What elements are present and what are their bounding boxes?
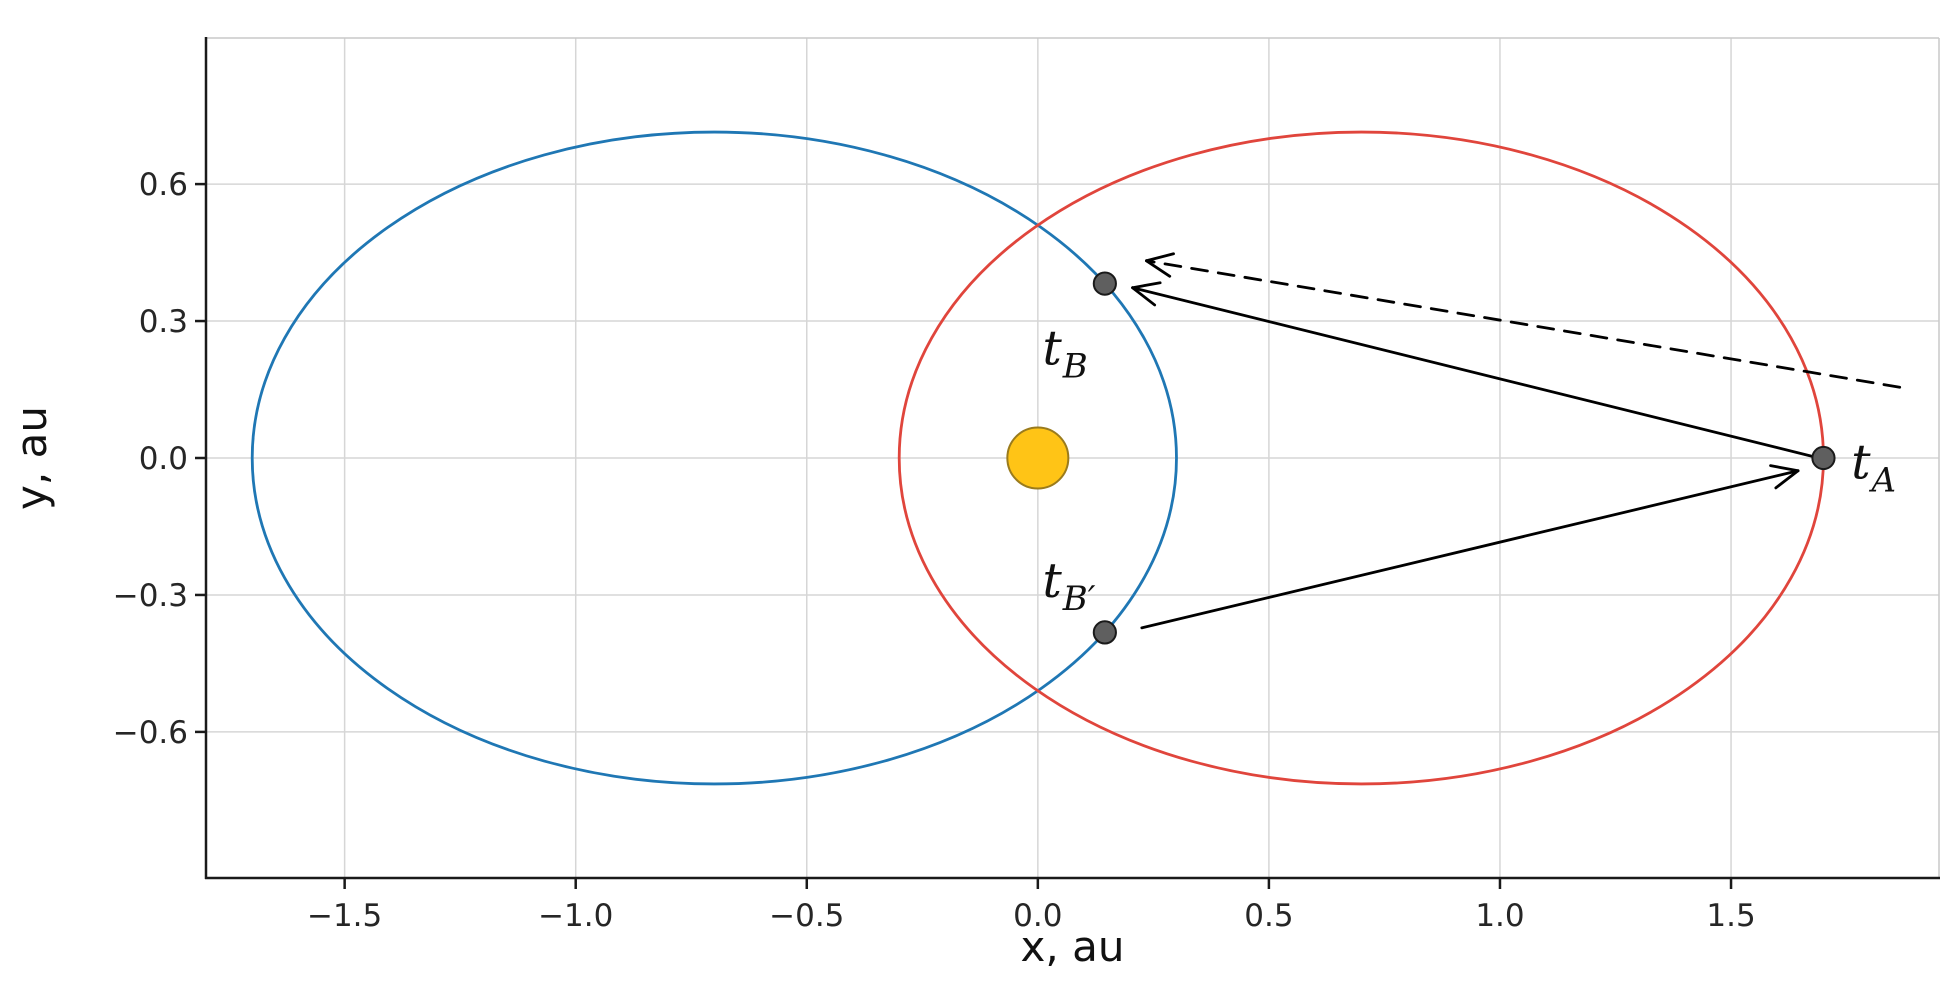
point-tBprime xyxy=(1092,620,1117,645)
label-tBprime: tB′ xyxy=(1042,553,1095,619)
label-tA: tA xyxy=(1851,435,1896,501)
arrowhead-stroke xyxy=(1145,252,1175,263)
x-axis-label: x, au xyxy=(1021,922,1125,971)
label-tB: tB xyxy=(1042,320,1087,386)
x-tick-label: 1.5 xyxy=(1706,898,1755,934)
arrow-line-solid xyxy=(1131,286,1821,460)
y-tick-label: −0.6 xyxy=(113,715,188,751)
y-tick-label: 0.3 xyxy=(139,304,188,340)
point-tB xyxy=(1092,271,1117,296)
label-subscript-tA: A xyxy=(1868,461,1896,501)
arrowhead-stroke xyxy=(1131,281,1162,290)
x-tick-label: −1.5 xyxy=(307,898,382,934)
x-tick-label: 0.5 xyxy=(1244,898,1293,934)
x-tick-label: −1.0 xyxy=(538,898,613,934)
y-tick-label: 0.6 xyxy=(139,167,188,203)
y-axis-label: y, au xyxy=(7,406,56,510)
arrow-line-solid xyxy=(1140,469,1800,630)
arrow-dashed-to-tB xyxy=(1145,252,1902,389)
label-subscript-tB: B xyxy=(1062,346,1088,386)
point-tA xyxy=(1811,445,1836,471)
x-tick-label: −0.5 xyxy=(769,898,844,934)
arrow-solid-tA-to-tB xyxy=(1131,281,1821,460)
arrow-line-dashed xyxy=(1145,259,1902,389)
orbit-blue-ellipse xyxy=(250,130,1178,786)
arrowhead-stroke xyxy=(1131,286,1157,307)
arrowhead-stroke xyxy=(1145,259,1172,278)
arrowhead-stroke xyxy=(1774,469,1800,490)
x-tick-label: 0.0 xyxy=(1013,898,1062,934)
label-subscript-tBprime: B′ xyxy=(1062,579,1096,619)
arrowhead-stroke xyxy=(1769,464,1800,473)
arrow-solid-tBprime-to-tA xyxy=(1140,464,1800,630)
y-tick-label: 0.0 xyxy=(139,441,188,477)
sun-marker xyxy=(1006,426,1070,490)
x-tick-label: 1.0 xyxy=(1475,898,1524,934)
y-tick-label: −0.3 xyxy=(113,578,188,614)
